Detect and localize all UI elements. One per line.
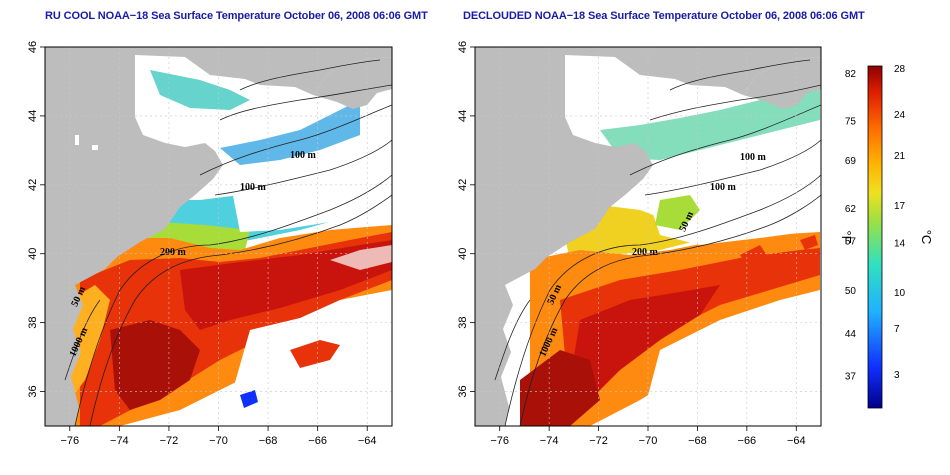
latitude-tick-label: 44: [457, 110, 469, 122]
colorbar-c-tick: 3: [894, 370, 900, 381]
colorbar-unit-f: °F: [839, 230, 854, 243]
longitude-tick-label: −70: [639, 435, 658, 447]
contour-label: 100 m: [240, 182, 267, 193]
colorbar-f-tick: 75: [845, 117, 857, 128]
latitude-tick-label: 46: [27, 41, 39, 53]
longitude-tick-label: −74: [110, 435, 129, 447]
contour-label: 200 m: [632, 247, 659, 258]
colorbar-f-tick: 37: [845, 372, 857, 383]
colorbar-f-tick: 62: [845, 204, 857, 215]
colorbar-c-tick: 7: [894, 324, 900, 335]
longitude-tick-label: −74: [540, 435, 559, 447]
colorbar-c-tick: 17: [894, 201, 906, 212]
longitude-tick-label: −68: [259, 435, 278, 447]
colorbar-f-tick: 69: [845, 156, 857, 167]
latitude-tick-label: 46: [457, 41, 469, 53]
longitude-tick-label: −76: [490, 435, 509, 447]
colorbar: 82 75 69 62 57 50 44 37 28 24 21 17 14 10 7 3 °F °C: [839, 64, 934, 409]
colorbar-c-tick: 21: [894, 151, 906, 162]
map-title-right: DECLOUDED NOAA−18 Sea Surface Temperatur…: [463, 10, 865, 22]
latitude-tick-label: 36: [457, 385, 469, 397]
map-title-left: RU COOL NOAA−18 Sea Surface Temperature …: [45, 10, 428, 22]
longitude-tick-label: −70: [209, 435, 228, 447]
longitude-tick-label: −72: [589, 435, 608, 447]
colorbar-f-tick: 44: [845, 329, 857, 340]
latitude-tick-label: 44: [27, 110, 39, 122]
latitude-tick-label: 38: [457, 317, 469, 329]
longitude-tick-label: −72: [160, 435, 179, 447]
colorbar-c-tick: 14: [894, 238, 906, 249]
colorbar-gradient: [867, 65, 883, 409]
colorbar-f-tick: 57: [845, 236, 857, 247]
latitude-tick-label: 38: [27, 317, 39, 329]
latitude-tick-label: 42: [457, 179, 469, 191]
longitude-tick-label: −66: [738, 435, 757, 447]
map-left: 100 m 100 m 200 m 50 m 1000 m −76 −74 −72−…: [27, 41, 393, 447]
longitude-tick-label: −68: [688, 435, 707, 447]
latitude-tick-label: 40: [27, 248, 39, 260]
latitude-tick-label: 36: [27, 385, 39, 397]
contour-label: 100 m: [710, 182, 737, 193]
colorbar-f-tick: 82: [845, 69, 857, 80]
contour-label: 200 m: [160, 247, 187, 258]
contour-label: 100 m: [290, 150, 317, 161]
longitude-tick-label: −76: [60, 435, 79, 447]
latitude-tick-label: 42: [27, 179, 39, 191]
contour-label: 100 m: [740, 152, 767, 163]
longitude-tick-label: −64: [787, 435, 806, 447]
colorbar-c-tick: 10: [894, 288, 906, 299]
longitude-tick-label: −64: [358, 435, 377, 447]
colorbar-c-tick: 28: [894, 64, 906, 75]
colorbar-unit-c: °C: [919, 230, 934, 245]
map-right: 100 m 100 m 200 m 50 m 50 m 1000 m −76 −7…: [457, 41, 822, 447]
latitude-tick-label: 40: [457, 248, 469, 260]
colorbar-c-tick: 24: [894, 110, 906, 121]
longitude-tick-label: −66: [308, 435, 327, 447]
colorbar-f-tick: 50: [845, 286, 857, 297]
